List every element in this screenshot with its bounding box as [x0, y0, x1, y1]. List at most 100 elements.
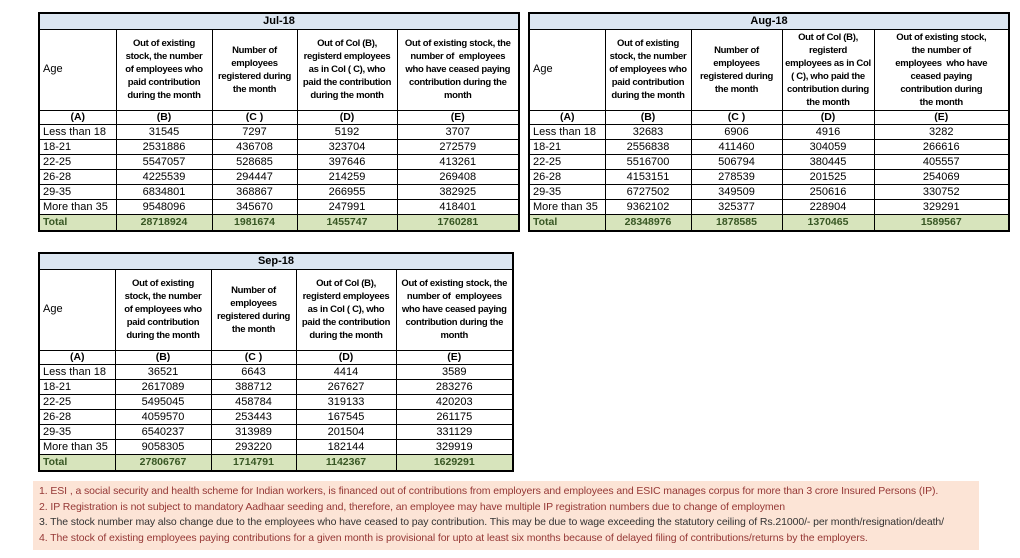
table-body: Less than 18 36521 6643 4414 3589 18-21 261708…	[38, 363, 514, 472]
column-description-row: Age Out of existing stock, the number of…	[528, 28, 1010, 111]
value-cell: 36521	[114, 363, 212, 380]
value-cell: 182144	[295, 438, 397, 455]
total-value: 1370465	[781, 213, 875, 232]
value-cell: 331129	[395, 423, 514, 440]
value-cell: 6906	[690, 123, 783, 140]
month-title-row: Aug-18	[528, 12, 1010, 30]
value-cell: 5547057	[115, 153, 213, 170]
total-value: 27806767	[114, 453, 212, 472]
value-cell: 319133	[295, 393, 397, 410]
table-aug-18: Aug-18 Age Out of existing stock, the nu…	[528, 12, 1011, 232]
value-cell: 2531886	[115, 138, 213, 155]
total-value: 1455747	[296, 213, 398, 232]
col-b-header: Out of existing stock, the number of emp…	[114, 268, 212, 351]
value-cell: 329291	[873, 198, 1010, 215]
value-cell: 323704	[296, 138, 398, 155]
table-row: 22-25 5547057 528685 397646 413261	[38, 153, 520, 170]
value-cell: 330752	[873, 183, 1010, 200]
value-cell: 278539	[690, 168, 783, 185]
col-d-header: Out of Col (B), registerd employees as i…	[296, 28, 398, 111]
col-letter-d: (D)	[781, 109, 875, 125]
age-header: Age	[38, 28, 117, 111]
age-cell: More than 35	[528, 198, 606, 215]
age-cell: More than 35	[38, 438, 116, 455]
value-cell: 458784	[210, 393, 297, 410]
total-value: 1981674	[211, 213, 298, 232]
value-cell: 388712	[210, 378, 297, 395]
value-cell: 31545	[115, 123, 213, 140]
value-cell: 167545	[295, 408, 397, 425]
col-letter-d: (D)	[295, 349, 397, 365]
table-body: Less than 18 31545 7297 5192 3707 18-21 253188…	[38, 123, 520, 232]
value-cell: 380445	[781, 153, 875, 170]
age-cell: 18-21	[528, 138, 606, 155]
column-description-row: Age Out of existing stock, the number of…	[38, 28, 520, 111]
age-cell: 29-35	[38, 183, 117, 200]
value-cell: 345670	[211, 198, 298, 215]
table-row: 26-28 4153151 278539 201525 254069	[528, 168, 1010, 185]
age-cell: 18-21	[38, 378, 116, 395]
value-cell: 272579	[396, 138, 520, 155]
total-value: 1714791	[210, 453, 297, 472]
col-c-header: Number of employees registered during th…	[210, 268, 297, 351]
col-letter-c: (C )	[210, 349, 297, 365]
value-cell: 405557	[873, 153, 1010, 170]
total-label: Total	[38, 213, 117, 232]
col-letter-c: (C )	[690, 109, 783, 125]
value-cell: 3282	[873, 123, 1010, 140]
table-row: 22-25 5516700 506794 380445 405557	[528, 153, 1010, 170]
table-row: 29-35 6540237 313989 201504 331129	[38, 423, 514, 440]
total-value: 1142367	[295, 453, 397, 472]
month-title-row: Jul-18	[38, 12, 520, 30]
value-cell: 283276	[395, 378, 514, 395]
value-cell: 4916	[781, 123, 875, 140]
month-title: Jul-18	[38, 12, 520, 30]
total-value: 1589567	[873, 213, 1010, 232]
value-cell: 3589	[395, 363, 514, 380]
value-cell: 214259	[296, 168, 398, 185]
col-d-header: Out of Col (B), registerd employees as i…	[295, 268, 397, 351]
total-value: 28348976	[604, 213, 692, 232]
col-letter-c: (C )	[211, 109, 298, 125]
value-cell: 7297	[211, 123, 298, 140]
value-cell: 2556838	[604, 138, 692, 155]
footnote-2: 2. IP Registration is not subject to man…	[39, 500, 785, 513]
value-cell: 325377	[690, 198, 783, 215]
col-letter-a: (A)	[38, 349, 116, 365]
column-letters-row: (A) (B) (C ) (D) (E)	[38, 349, 514, 365]
value-cell: 294447	[211, 168, 298, 185]
value-cell: 9362102	[604, 198, 692, 215]
value-cell: 528685	[211, 153, 298, 170]
table-row: 26-28 4059570 253443 167545 261175	[38, 408, 514, 425]
column-letters-row: (A) (B) (C ) (D) (E)	[38, 109, 520, 125]
value-cell: 228904	[781, 198, 875, 215]
age-cell: 26-28	[528, 168, 606, 185]
col-letter-e: (E)	[396, 109, 520, 125]
value-cell: 4153151	[604, 168, 692, 185]
col-letter-b: (B)	[114, 349, 212, 365]
total-label: Total	[528, 213, 606, 232]
age-cell: 26-28	[38, 168, 117, 185]
footnote-3: 3. The stock number may also change due …	[39, 516, 944, 528]
col-letter-e: (E)	[873, 109, 1010, 125]
value-cell: 201504	[295, 423, 397, 440]
total-row: Total 28718924 1981674 1455747 1760281	[38, 213, 520, 232]
age-cell: 22-25	[38, 393, 116, 410]
table-row: Less than 18 36521 6643 4414 3589	[38, 363, 514, 380]
table-row: 18-21 2531886 436708 323704 272579	[38, 138, 520, 155]
value-cell: 253443	[210, 408, 297, 425]
value-cell: 4225539	[115, 168, 213, 185]
footnote-1: 1. ESI , a social security and health sc…	[39, 485, 939, 497]
table-sep-18: Sep-18 Age Out of existing stock, the nu…	[38, 252, 515, 472]
total-label: Total	[38, 453, 116, 472]
value-cell: 6540237	[114, 423, 212, 440]
col-letter-a: (A)	[38, 109, 117, 125]
value-cell: 9548096	[115, 198, 213, 215]
value-cell: 250616	[781, 183, 875, 200]
col-e-header: Out of existing stock, the number of emp…	[396, 28, 520, 111]
age-cell: 18-21	[38, 138, 117, 155]
footnote-4: 4. The stock of existing employees payin…	[39, 531, 868, 544]
value-cell: 201525	[781, 168, 875, 185]
table-body: Less than 18 32683 6906 4916 3282 18-21 255683…	[528, 123, 1010, 232]
total-value: 1760281	[396, 213, 520, 232]
